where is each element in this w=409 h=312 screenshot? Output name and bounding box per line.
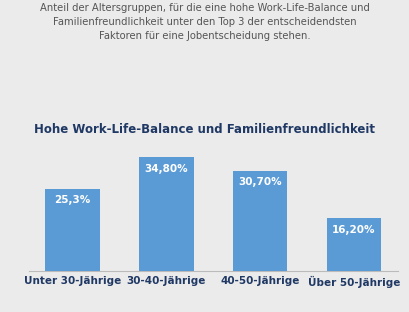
- Bar: [45, 188, 99, 271]
- Text: Hohe Work-Life-Balance und Familienfreundlichkeit: Hohe Work-Life-Balance und Familienfreun…: [34, 123, 375, 136]
- Bar: [326, 218, 380, 271]
- Bar: [139, 158, 193, 271]
- Text: 30,70%: 30,70%: [238, 178, 281, 188]
- Text: 34,80%: 34,80%: [144, 164, 188, 174]
- Bar: [232, 171, 287, 271]
- Text: Anteil der Altersgruppen, für die eine hohe Work-Life-Balance und
Familienfreund: Anteil der Altersgruppen, für die eine h…: [40, 3, 369, 41]
- Text: 16,20%: 16,20%: [331, 225, 375, 235]
- Text: 25,3%: 25,3%: [54, 195, 90, 205]
